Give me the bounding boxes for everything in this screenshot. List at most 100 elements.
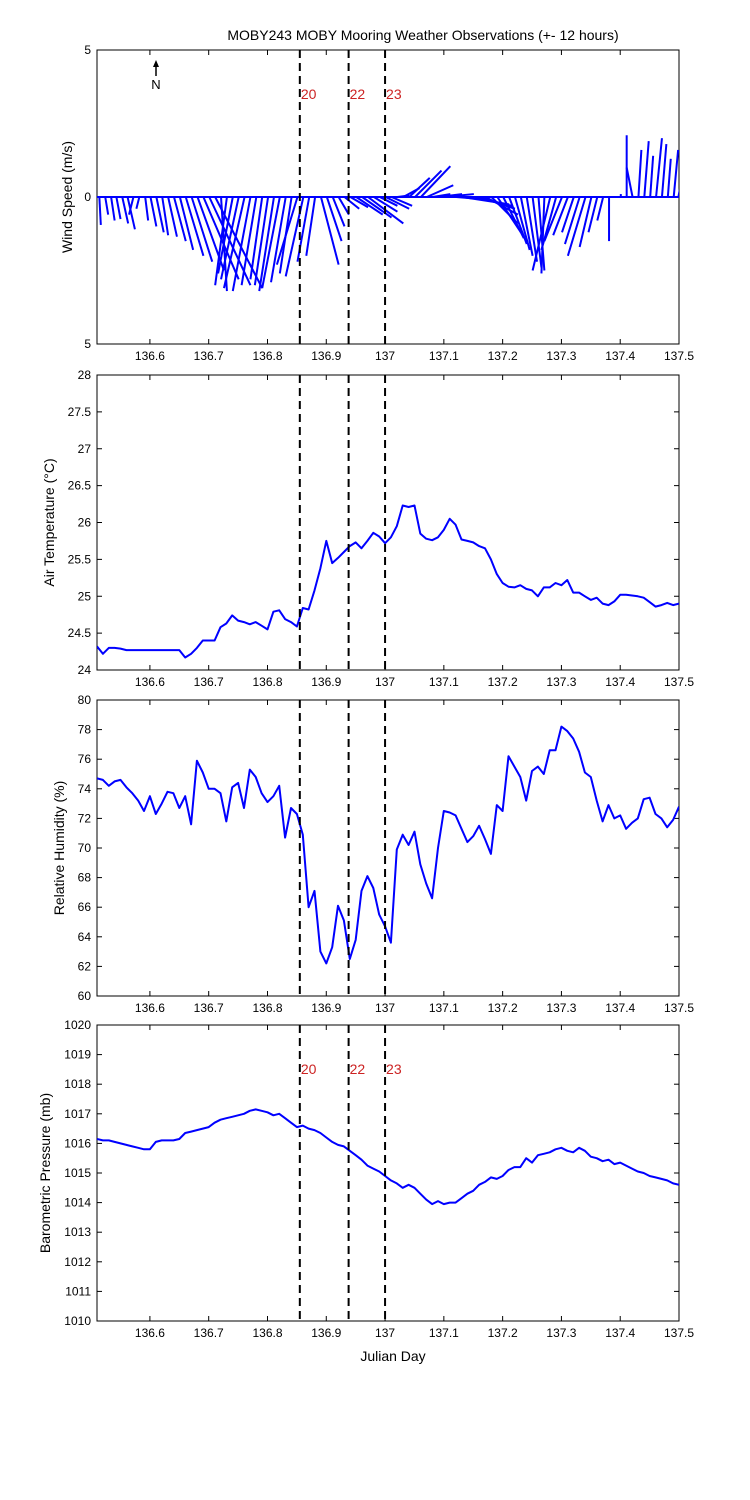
wind-vector	[514, 196, 531, 251]
wind-vector	[543, 196, 563, 242]
x-tick-label: 137.5	[664, 349, 694, 363]
wind-vector	[552, 196, 569, 236]
y-tick-label: 74	[78, 782, 92, 796]
wind-vector	[98, 196, 102, 225]
wind-vector	[249, 196, 264, 280]
marker-label: 22	[350, 86, 366, 102]
x-tick-label: 137.3	[546, 675, 576, 689]
x-tick-label: 136.9	[311, 1001, 341, 1015]
y-tick-label: 25	[78, 589, 92, 603]
x-tick-label: 136.9	[311, 1326, 341, 1340]
y-tick-label: 80	[78, 693, 92, 707]
wind-vector	[325, 196, 343, 242]
plot-frame	[96, 699, 680, 997]
wind-vector	[110, 196, 116, 221]
panel-pressure: 136.6 136.7 136.8 136.9 137 137.1 137.2 137.3 13…	[37, 1018, 694, 1340]
wind-vector	[135, 196, 141, 210]
marker-label: 23	[386, 86, 402, 102]
wind-vector	[508, 196, 528, 245]
wind-vector	[144, 196, 150, 221]
wind-vector	[161, 196, 170, 236]
x-tick-label: 137.1	[429, 1326, 459, 1340]
marker-label: 20	[301, 1061, 317, 1077]
wind-vector	[214, 196, 264, 289]
wind-vector	[566, 196, 587, 257]
wind-vector	[637, 149, 643, 198]
x-axis-label: Julian Day	[360, 1348, 425, 1364]
y-tick-label: 0	[84, 190, 91, 204]
y-tick-label: 66	[78, 900, 92, 914]
wind-vector	[261, 196, 281, 289]
wind-vector	[540, 196, 558, 251]
x-tick-label: 137.4	[605, 349, 635, 363]
wind-vector	[126, 196, 136, 230]
x-tick-label: 136.6	[135, 675, 165, 689]
x-tick-label: 137.2	[488, 1001, 518, 1015]
wind-vector	[253, 196, 270, 286]
x-tick-label: 136.6	[135, 349, 165, 363]
y-axis-label: Wind Speed (m/s)	[59, 141, 75, 253]
x-tick-label: 137.3	[546, 349, 576, 363]
x-tick-label: 137.5	[664, 1001, 694, 1015]
x-tick-label: 137.1	[429, 1001, 459, 1015]
wind-vector	[426, 184, 454, 198]
series-line	[97, 725, 679, 965]
x-tick-label: 137	[375, 1001, 395, 1015]
y-tick-label: 1014	[64, 1196, 91, 1210]
wind-vector	[337, 196, 350, 216]
wind-vector	[666, 158, 672, 198]
panel-humidity: 136.6 136.7 136.8 136.9 137 137.1 137.2 137.3 13…	[51, 693, 694, 1015]
plot-area	[97, 504, 679, 659]
wind-vector	[561, 196, 575, 233]
panel-wind: 136.6 136.7 136.8 136.9 137 137.1 137.2 137.3 13…	[59, 43, 694, 363]
y-tick-label: 5	[84, 337, 91, 351]
wind-vector	[420, 165, 452, 198]
wind-vector	[643, 141, 650, 198]
y-tick-label: 28	[78, 368, 92, 382]
plot-frame	[96, 374, 680, 671]
x-tick-label: 136.6	[135, 1326, 165, 1340]
x-tick-label: 136.8	[252, 1001, 282, 1015]
y-tick-label: 1016	[64, 1136, 91, 1150]
x-tick-label: 137.2	[488, 1326, 518, 1340]
x-tick-label: 136.7	[194, 1326, 224, 1340]
wind-vector	[343, 196, 360, 210]
x-tick-label: 137.3	[546, 1001, 576, 1015]
y-tick-label: 1018	[64, 1077, 91, 1091]
wind-vector	[531, 196, 543, 268]
x-tick-label: 137.4	[605, 1001, 635, 1015]
wind-vector	[379, 196, 398, 207]
y-tick-label: 1011	[65, 1284, 91, 1298]
wind-vector	[672, 149, 679, 198]
y-tick-label: 1020	[64, 1018, 91, 1032]
wind-vector	[373, 196, 398, 213]
wind-vector	[220, 196, 240, 280]
wind-vector	[258, 196, 275, 292]
y-tick-label: 70	[78, 841, 92, 855]
y-tick-label: 78	[78, 723, 92, 737]
x-tick-label: 137	[375, 675, 395, 689]
wind-vector	[275, 196, 299, 265]
series-line	[97, 1108, 679, 1206]
y-tick-label: 62	[78, 959, 92, 973]
wind-vector	[349, 196, 369, 209]
wind-vector	[519, 196, 534, 256]
north-label: N	[151, 77, 160, 92]
y-tick-label: 24	[78, 663, 92, 677]
x-tick-label: 137.4	[605, 675, 635, 689]
wind-vector	[625, 167, 634, 198]
wind-vector	[385, 196, 410, 210]
plot-area	[97, 725, 679, 965]
x-tick-label: 136.7	[194, 675, 224, 689]
wind-vector	[155, 196, 165, 233]
wind-vector	[331, 196, 346, 227]
north-arrowhead-icon	[153, 60, 159, 67]
wind-vector	[121, 196, 130, 224]
wind-vector	[190, 196, 214, 262]
y-tick-label: 26.5	[68, 479, 92, 493]
wind-vector	[231, 196, 252, 292]
y-tick-label: 25.5	[68, 552, 92, 566]
wind-vector	[587, 196, 599, 233]
y-tick-label: 60	[78, 989, 92, 1003]
